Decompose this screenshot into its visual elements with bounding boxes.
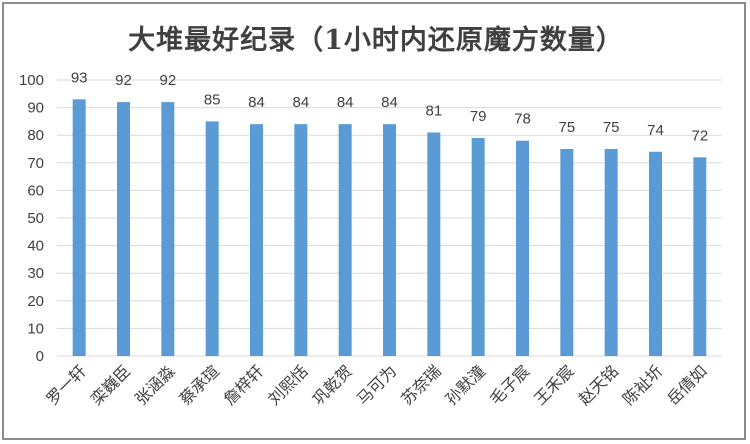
x-tick-label: 马可为 [353,361,400,408]
y-tick-label: 80 [27,127,44,144]
data-label: 84 [248,94,265,111]
bar [649,151,662,356]
bar [516,140,529,356]
bar [250,124,263,356]
x-tick-label: 张涵淼 [131,361,178,408]
x-tick-label: 詹梓轩 [220,361,267,408]
x-tick-label: 罗一轩 [43,361,90,408]
data-label: 74 [647,122,664,139]
x-tick-label: 巩乾贺 [309,361,356,408]
data-label: 75 [603,119,620,136]
x-tick-label: 刘熙恬 [264,361,311,408]
bar [161,102,175,356]
bar [471,137,485,356]
x-tick-label: 陈祉圻 [619,361,666,408]
y-axis-ticks: 0 10 20 30 40 50 60 70 80 90 100 [19,72,44,365]
data-label: 84 [292,94,309,111]
y-tick-label: 20 [27,293,44,310]
y-tick-label: 40 [27,238,44,255]
x-tick-label: 王禾宸 [530,361,577,408]
data-label: 92 [159,72,176,89]
data-label: 85 [204,91,221,108]
x-tick-label: 苏奈瑞 [397,361,444,408]
y-tick-label: 30 [27,265,44,282]
data-labels: 93 92 92 85 84 84 84 84 81 79 78 75 75 74 72 [71,69,708,144]
bar [560,149,574,356]
y-tick-label: 50 [27,210,44,227]
bar [294,124,308,356]
x-axis-labels: 罗一轩栾巍臣张涵淼蔡承瑄詹梓轩刘熙恬巩乾贺马可为苏奈瑞孙默潼毛子宸王禾宸赵天铭陈… [43,361,711,408]
bar [205,121,219,357]
bar [693,157,707,356]
x-tick-label: 岳倩如 [663,361,710,408]
x-tick-label: 栾巍臣 [87,361,134,408]
bar [117,102,130,356]
bar [604,149,618,356]
data-label: 78 [514,111,531,128]
y-tick-label: 90 [27,100,44,117]
x-tick-label: 蔡承瑄 [176,361,223,408]
data-label: 84 [337,94,354,111]
data-label: 75 [558,119,575,136]
bars [72,99,707,357]
bar [383,124,396,356]
chart-title: 大堆最好纪录（1小时内还原魔方数量） [128,25,624,56]
bar [338,124,352,356]
y-tick-label: 70 [27,155,44,172]
x-tick-label: 孙默潼 [442,361,489,408]
x-tick-label: 赵天铭 [575,361,622,408]
data-label: 79 [470,108,487,125]
data-label: 81 [425,102,442,119]
bar [72,99,86,356]
y-tick-label: 0 [36,348,44,365]
data-label: 93 [71,69,88,86]
y-tick-label: 10 [27,320,44,337]
bar [427,132,441,356]
x-tick-label: 毛子宸 [486,361,533,408]
y-tick-label: 60 [27,182,44,199]
data-label: 72 [691,127,708,144]
y-tick-label: 100 [19,72,44,89]
data-label: 92 [115,72,132,89]
data-label: 84 [381,94,398,111]
